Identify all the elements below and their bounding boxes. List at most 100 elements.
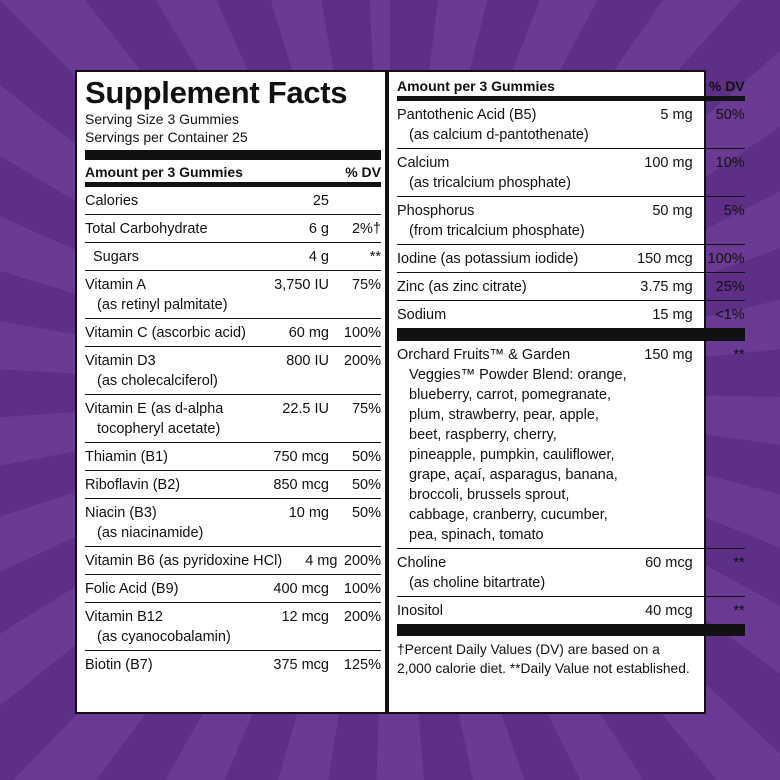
amount: 50 mg <box>652 203 693 219</box>
amount: 22.5 IU <box>282 401 329 417</box>
servings-per-container: Servings per Container 25 <box>85 129 248 145</box>
name-line: Vitamin C (ascorbic acid) <box>85 325 246 341</box>
nutrient-row: Zinc (as zinc citrate) 3.75 mg 25% <box>397 273 745 301</box>
amount: 12 mcg <box>281 609 329 625</box>
name-line: Veggies™ Powder Blend: orange, <box>409 367 627 383</box>
daily-value <box>329 191 381 211</box>
nutrient-row: Pantothenic Acid (B5) (as calcium d-panto… <box>397 101 745 149</box>
rows: Pantothenic Acid (B5) (as calcium d-panto… <box>397 101 745 328</box>
daily-value: 75% <box>351 401 381 417</box>
dv-header: % DV <box>345 164 381 180</box>
nutrient-row: Sugars 4 g ** <box>85 243 381 271</box>
name-line: blueberry, carrot, pomegranate, <box>409 387 612 403</box>
name-line: Total Carbohydrate <box>85 221 208 237</box>
amount: 15 mg <box>652 307 693 323</box>
nutrient-row: Vitamin C (ascorbic acid) 60 mg 100% <box>85 319 381 347</box>
daily-value: 200% <box>343 553 381 569</box>
nutrient-row: Vitamin E (as d-alpha tocopheryl acetate)… <box>85 395 381 443</box>
nutrient-name: Total Carbohydrate <box>85 219 263 239</box>
daily-value: ** <box>369 249 381 265</box>
nutrient-row: Orchard Fruits™ & Garden Veggies™ Powder … <box>397 341 745 549</box>
name-line: Vitamin D3 <box>85 353 156 369</box>
nutrient-row: Vitamin B6 (as pyridoxine HCl) 4 mg 200% <box>85 547 381 575</box>
name-line: Vitamin B12 <box>85 609 163 625</box>
daily-value: <1% <box>715 307 745 323</box>
name-line: (as cyanocobalamin) <box>97 629 231 645</box>
name-line: Pantothenic Acid (B5) <box>397 107 537 123</box>
dv-header: % DV <box>708 78 745 94</box>
daily-value: 5% <box>723 203 745 219</box>
amount: 6 g <box>308 221 329 237</box>
name-line: Vitamin B6 (as pyridoxine HCl) <box>85 553 283 569</box>
amount: 25 <box>312 193 329 209</box>
name-line: Phosphorus <box>397 203 475 219</box>
name-line: grape, açaí, asparagus, banana, <box>409 467 618 483</box>
amount-header: Amount per 3 Gummies <box>397 78 555 94</box>
column-header: Amount per 3 Gummies % DV <box>397 72 745 96</box>
nutrient-row: Vitamin A (as retinyl palmitate) 3,750 IU 7… <box>85 271 381 319</box>
rows: Calories 25 Total Carbohydrate 6 g 2%† Sugars… <box>85 187 381 678</box>
daily-value: 75% <box>351 277 381 293</box>
nutrient-row: Biotin (B7) 375 mcg 125% <box>85 651 381 678</box>
nutrient-name: Niacin (B3) (as niacinamide) <box>85 503 263 543</box>
daily-value: 50% <box>351 505 381 521</box>
nutrient-row: Calcium (as tricalcium phosphate) 100 mg 10… <box>397 149 745 197</box>
amount: 150 mcg <box>637 251 693 267</box>
name-line: Calcium <box>397 155 450 171</box>
divider <box>397 96 745 101</box>
nutrient-name: Pantothenic Acid (B5) (as calcium d-panto… <box>397 105 627 145</box>
daily-value: 50% <box>351 449 381 465</box>
right-column: Amount per 3 Gummies % DV Pantothenic Aci… <box>389 72 749 712</box>
amount: 4 g <box>308 249 329 265</box>
footnote-line: †Percent Daily Values (DV) are based on … <box>397 642 660 657</box>
nutrient-name: Choline (as choline bitartrate) <box>397 553 627 593</box>
daily-value: ** <box>733 347 745 363</box>
name-line: Sodium <box>397 307 447 323</box>
divider <box>397 624 745 636</box>
name-line: beet, raspberry, cherry, <box>409 427 557 443</box>
amount: 150 mg <box>644 347 693 363</box>
name-line: Iodine (as potassium iodide) <box>397 251 579 267</box>
footnote: †Percent Daily Values (DV) are based on … <box>397 636 745 678</box>
nutrient-row: Sodium 15 mg <1% <box>397 301 745 328</box>
name-line: (as calcium d-pantothenate) <box>409 127 589 143</box>
amount-header: Amount per 3 Gummies <box>85 164 243 180</box>
name-line: (from tricalcium phosphate) <box>409 223 585 239</box>
name-line: broccoli, brussels sprout, <box>409 487 570 503</box>
nutrient-name: Calcium (as tricalcium phosphate) <box>397 153 627 193</box>
nutrient-row: Folic Acid (B9) 400 mcg 100% <box>85 575 381 603</box>
amount: 3.75 mg <box>640 279 693 295</box>
nutrient-name: Riboflavin (B2) <box>85 475 263 495</box>
nutrient-name: Biotin (B7) <box>85 655 263 675</box>
daily-value: 50% <box>715 107 745 123</box>
amount: 400 mcg <box>273 581 329 597</box>
nutrient-name: Folic Acid (B9) <box>85 579 263 599</box>
divider <box>85 182 381 187</box>
nutrient-name: Inositol <box>397 601 627 621</box>
nutrient-row: Thiamin (B1) 750 mcg 50% <box>85 443 381 471</box>
nutrient-name: Calories <box>85 191 263 211</box>
rows: Orchard Fruits™ & Garden Veggies™ Powder … <box>397 341 745 624</box>
nutrient-row: Phosphorus (from tricalcium phosphate) 50 … <box>397 197 745 245</box>
nutrient-name: Iodine (as potassium iodide) <box>397 249 627 269</box>
amount: 10 mg <box>288 505 329 521</box>
nutrient-row: Niacin (B3) (as niacinamide) 10 mg 50% <box>85 499 381 547</box>
nutrient-name: Vitamin B6 (as pyridoxine HCl) <box>85 551 282 571</box>
divider <box>397 328 745 341</box>
name-line: cabbage, cranberry, cucumber, <box>409 507 608 523</box>
name-line: plum, strawberry, pear, apple, <box>409 407 599 423</box>
amount: 750 mcg <box>273 449 329 465</box>
nutrient-row: Vitamin B12 (as cyanocobalamin) 12 mcg 200% <box>85 603 381 651</box>
nutrient-row: Calories 25 <box>85 187 381 215</box>
name-line: Niacin (B3) <box>85 505 157 521</box>
name-line: Sugars <box>93 249 139 265</box>
name-line: (as cholecalciferol) <box>97 373 218 389</box>
daily-value: 125% <box>343 657 381 673</box>
name-line: Calories <box>85 193 139 209</box>
name-line: Zinc (as zinc citrate) <box>397 279 527 295</box>
amount: 60 mcg <box>645 555 693 571</box>
name-line: (as choline bitartrate) <box>409 575 546 591</box>
nutrient-name: Thiamin (B1) <box>85 447 263 467</box>
amount: 850 mcg <box>273 477 329 493</box>
